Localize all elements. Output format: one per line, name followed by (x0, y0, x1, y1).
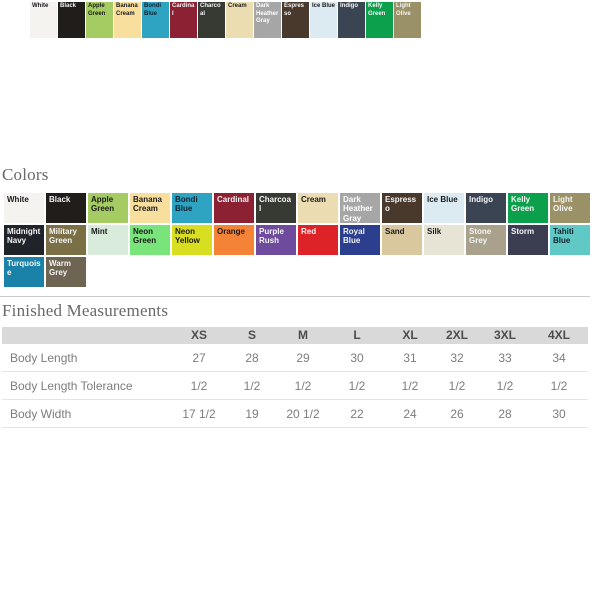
measurements-table: XS S M L XL 2XL 3XL 4XL Body Length 27 28 29 30 31 32… (2, 327, 588, 428)
measurement-row-label: Body Length Tolerance (2, 371, 172, 400)
measurement-value: 33 (480, 344, 530, 372)
color-swatch-neon-yellow: Neon Yellow (172, 225, 212, 255)
measurement-row-label: Body Width (2, 399, 172, 428)
measurement-value: 1/2 (386, 371, 434, 400)
measurement-value: 1/2 (172, 371, 226, 400)
mini-swatch-ice-blue: Ice Blue (310, 2, 337, 38)
color-swatch-charcoal: Charcoal (256, 193, 296, 223)
color-swatch-ice-blue: Ice Blue (424, 193, 464, 223)
color-swatch-black: Black (46, 193, 86, 223)
section-divider (0, 296, 590, 297)
color-swatch-stone-grey: Stone Grey (466, 225, 506, 255)
measurement-value: 1/2 (328, 371, 386, 400)
color-swatch-apple-green: Apple Green (88, 193, 128, 223)
size-header-2xl: 2XL (434, 327, 480, 344)
mini-swatch-white: White (30, 2, 57, 38)
measurement-value: 1/2 (278, 371, 328, 400)
mini-swatch-espresso: Espresso (282, 2, 309, 38)
finished-measurements-heading: Finished Measurements (2, 301, 169, 320)
measurement-value: 28 (226, 344, 278, 372)
size-header-s: S (226, 327, 278, 344)
color-swatch-turquoise: Turquoise (4, 257, 44, 287)
color-swatch-tahiti-blue: Tahiti Blue (550, 225, 590, 255)
mini-swatch-apple-green: Apple Green (86, 2, 113, 38)
measurement-row-body-length-tolerance: Body Length Tolerance 1/2 1/2 1/2 1/2 1/2 1/2 1… (2, 371, 588, 400)
measurement-value: 27 (172, 344, 226, 372)
mini-swatch-charcoal: Charcoal (198, 2, 225, 38)
measurement-value: 26 (434, 399, 480, 428)
measurement-value: 28 (480, 399, 530, 428)
measurement-value: 22 (328, 399, 386, 428)
color-swatch-midnight-navy: Midnight Navy (4, 225, 44, 255)
color-swatch-cardinal: Cardinal (214, 193, 254, 223)
color-swatch-dark-heather-gray: Dark Heather Gray (340, 193, 380, 223)
size-header-l: L (328, 327, 386, 344)
color-swatch-grid: White Black Apple Green Banana Cream Bondi B… (4, 193, 596, 289)
measurement-value: 32 (434, 344, 480, 372)
mini-swatch-kelly-green: Kelly Green (366, 2, 393, 38)
color-swatch-indigo: Indigo (466, 193, 506, 223)
color-swatch-bondi-blue: Bondi Blue (172, 193, 212, 223)
mini-swatch-light-olive: Light Olive (394, 2, 421, 38)
measurement-value: 34 (530, 344, 588, 372)
color-swatch-cream: Cream (298, 193, 338, 223)
color-swatch-orange: Orange (214, 225, 254, 255)
measurement-value: 17 1/2 (172, 399, 226, 428)
color-swatch-silk: Silk (424, 225, 464, 255)
size-header-xs: XS (172, 327, 226, 344)
mini-swatch-cardinal: Cardinal (170, 2, 197, 38)
color-swatch-military-green: Military Green (46, 225, 86, 255)
measurement-row-body-width: Body Width 17 1/2 19 20 1/2 22 24 26 28 30 (2, 399, 588, 428)
mini-swatch-bondi-blue: Bondi Blue (142, 2, 169, 38)
color-swatch-royal-blue: Royal Blue (340, 225, 380, 255)
measurement-row-body-length: Body Length 27 28 29 30 31 32 33 34 (2, 344, 588, 372)
color-swatch-red: Red (298, 225, 338, 255)
color-swatch-sand: Sand (382, 225, 422, 255)
color-swatch-banana-cream: Banana Cream (130, 193, 170, 223)
size-header-4xl: 4XL (530, 327, 588, 344)
size-header-3xl: 3XL (480, 327, 530, 344)
measurement-row-label: Body Length (2, 344, 172, 372)
measurement-value: 1/2 (434, 371, 480, 400)
color-swatch-mint: Mint (88, 225, 128, 255)
measurement-value: 19 (226, 399, 278, 428)
size-header-xl: XL (386, 327, 434, 344)
mini-swatch-banana-cream: Banana Cream (114, 2, 141, 38)
measurement-value: 31 (386, 344, 434, 372)
color-swatch-neon-green: Neon Green (130, 225, 170, 255)
measurement-value: 24 (386, 399, 434, 428)
size-header-row: XS S M L XL 2XL 3XL 4XL (2, 327, 588, 344)
color-swatch-storm: Storm (508, 225, 548, 255)
color-swatch-white: White (4, 193, 44, 223)
top-color-strip: White Black Apple Green Banana Cream Bondi B… (30, 2, 422, 38)
size-header-spacer (2, 327, 172, 344)
measurement-value: 1/2 (530, 371, 588, 400)
color-swatch-light-olive: Light Olive (550, 193, 590, 223)
color-swatch-kelly-green: Kelly Green (508, 193, 548, 223)
measurement-value: 1/2 (480, 371, 530, 400)
color-swatch-espresso: Espresso (382, 193, 422, 223)
measurement-value: 20 1/2 (278, 399, 328, 428)
mini-swatch-indigo: Indigo (338, 2, 365, 38)
size-header-m: M (278, 327, 328, 344)
colors-heading: Colors (2, 165, 49, 184)
mini-swatch-dark-heather-gray: Dark Heather Gray (254, 2, 281, 38)
measurement-value: 30 (328, 344, 386, 372)
measurement-value: 29 (278, 344, 328, 372)
color-swatch-purple-rush: Purple Rush (256, 225, 296, 255)
mini-swatch-black: Black (58, 2, 85, 38)
measurement-value: 1/2 (226, 371, 278, 400)
mini-swatch-cream: Cream (226, 2, 253, 38)
color-swatch-warm-grey: Warm Grey (46, 257, 86, 287)
measurement-value: 30 (530, 399, 588, 428)
